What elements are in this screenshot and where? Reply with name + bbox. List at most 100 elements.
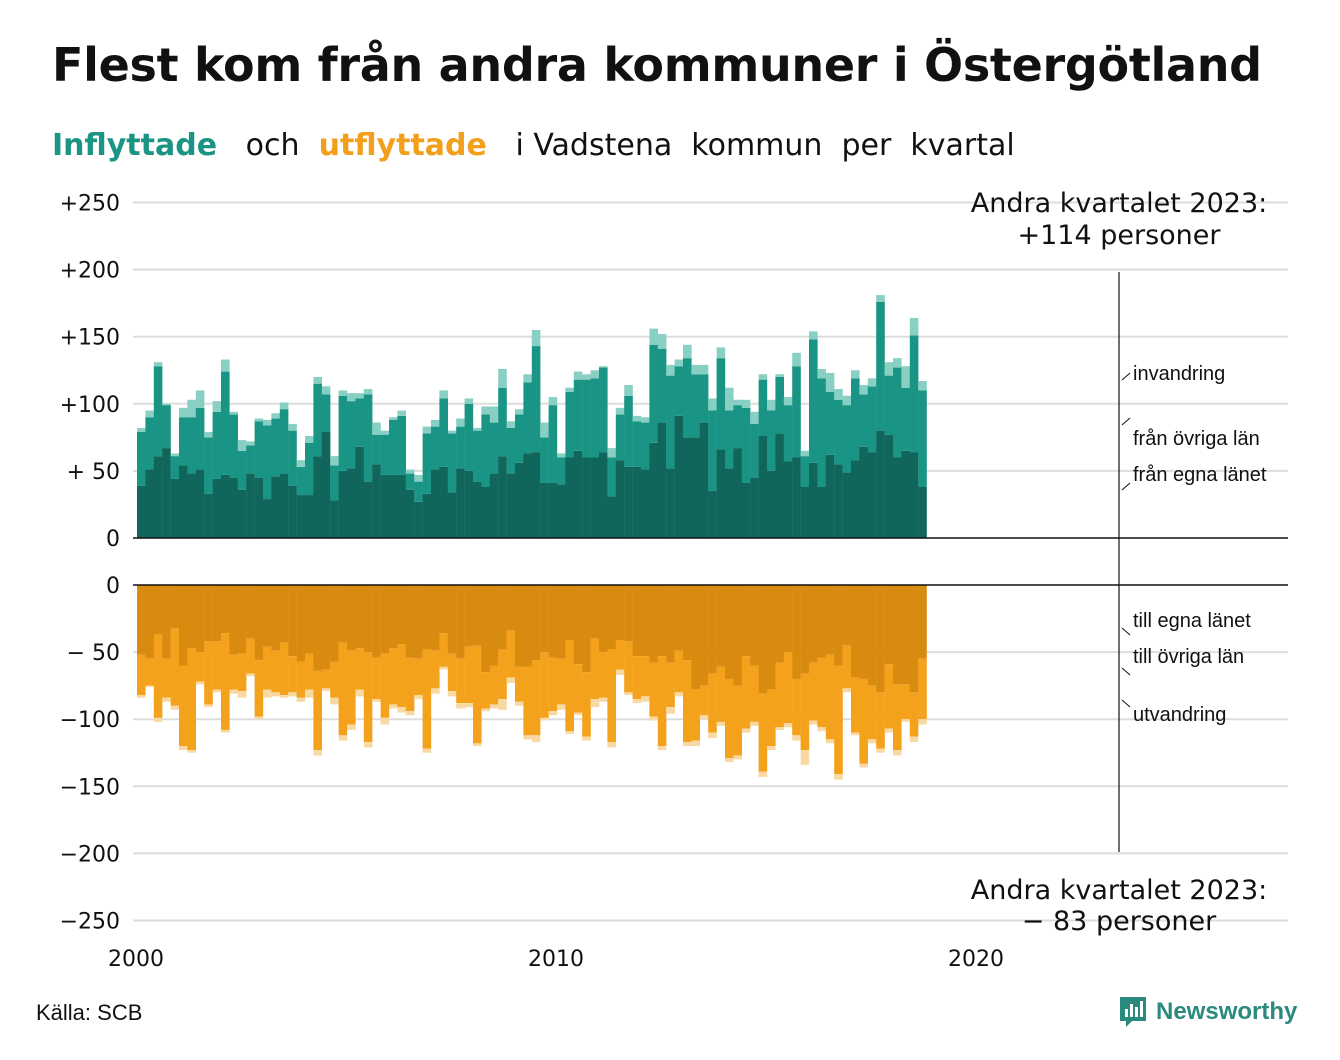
bar-in-invandring [557,453,566,458]
bar-in-invandring [414,474,423,482]
bar-out-ovriga [758,693,768,772]
bar-out-egna [380,585,390,654]
bar-in-invandring [246,441,255,446]
bar-out-egna [632,585,642,657]
bar-out-utvandring [725,758,734,763]
bar-in-invandring [817,368,826,379]
gridlines [133,201,1288,922]
bar-in-invandring [691,364,700,375]
bar-in-invandring [422,426,432,434]
bar-in-egna [145,469,154,538]
bar-in-ovriga [439,398,448,467]
bar-in-invandring [279,402,289,410]
bar-in-ovriga [573,379,583,451]
bar-in-ovriga [800,456,810,488]
bar-in-egna [716,449,726,538]
bar-out-egna [750,585,759,666]
bar-out-egna [531,585,541,661]
bar-in-egna [254,477,264,538]
bar-in-invandring [699,364,709,375]
bar-out-utvandring [170,705,180,710]
bar-out-utvandring [489,704,499,709]
bar-in-invandring [548,397,558,406]
bar-out-egna [405,585,415,658]
bar-out-egna [641,585,650,657]
bar-in-egna [338,470,348,538]
bar-out-utvandring [792,735,801,741]
bar-in-invandring [212,401,222,412]
bar-out-egna [170,585,180,628]
bar-in-ovriga [607,457,616,497]
newsworthy-logo-icon [1120,997,1146,1027]
bar-out-ovriga [674,650,684,693]
bar-in-egna [221,474,230,538]
bar-in-invandring [725,387,734,411]
bar-in-egna [263,499,272,538]
bar-in-invandring [859,385,868,395]
series-labels: invandring från övriga län från egna länet… [1121,363,1267,726]
bar-out-egna [246,585,255,639]
bar-in-egna [162,448,171,538]
bar-in-egna [683,437,692,538]
brand-logo: Newsworthy [1118,994,1297,1030]
series-label-out: utvandring [1133,704,1226,726]
bar-in-egna [506,473,516,538]
bar-out-utvandring [313,750,322,756]
bar-out-egna [825,585,835,655]
bar-out-egna [263,585,272,647]
bar-in-invandring [867,378,877,387]
label-leader [1121,482,1131,491]
bar-out-egna [624,585,633,642]
bar-in-invandring [767,399,776,411]
bar-in-ovriga [565,391,574,458]
bar-out-egna [918,585,927,659]
bar-in-invandring [363,389,373,395]
bar-in-ovriga [557,457,566,485]
bar-in-invandring [573,371,583,380]
bar-in-ovriga [540,437,549,483]
bar-out-ovriga [347,650,356,725]
bar-out-egna [540,585,549,653]
bar-out-egna [649,585,658,663]
bar-out-ovriga [422,649,432,749]
bar-in-invandring [296,460,306,467]
bar-out-utvandring [834,774,843,780]
y-tick-top: +150 [60,326,120,351]
bar-out-ovriga [162,658,171,698]
bar-out-utvandring [380,717,390,725]
bar-out-egna [414,585,423,659]
bar-out-utvandring [775,727,784,730]
bar-in-egna [405,489,415,538]
bar-out-ovriga [363,652,373,743]
bar-in-invandring [918,380,927,391]
bar-out-ovriga [741,656,751,729]
bar-out-egna [347,585,356,651]
bar-in-egna [666,468,675,538]
annotation-top: Andra kvartalet 2023: [971,188,1267,219]
bar-in-invandring [321,386,331,395]
bar-out-ovriga [338,642,348,736]
bar-in-egna [809,462,818,538]
bar-in-ovriga [767,410,776,471]
bar-out-ovriga [389,648,398,705]
bar-out-ovriga [901,684,910,720]
bar-in-egna [624,466,633,538]
bar-in-ovriga [884,375,894,435]
bar-out-ovriga [884,664,894,729]
bar-out-utvandring [767,746,776,751]
bar-in-ovriga [851,378,860,461]
bar-out-utvandring [271,692,280,697]
bar-out-egna [893,585,902,685]
bar-out-ovriga [657,656,667,747]
bar-in-ovriga [817,378,826,488]
bar-in-egna [901,450,910,538]
bar-in-ovriga [212,411,222,479]
bar-in-egna [296,495,306,538]
bar-out-ovriga [279,642,289,696]
bar-out-egna [590,585,600,639]
bar-out-ovriga [557,658,566,705]
bar-out-egna [422,585,432,650]
bar-in-ovriga [632,421,642,467]
bar-out-utvandring [195,681,205,685]
bar-in-invandring [893,358,902,368]
